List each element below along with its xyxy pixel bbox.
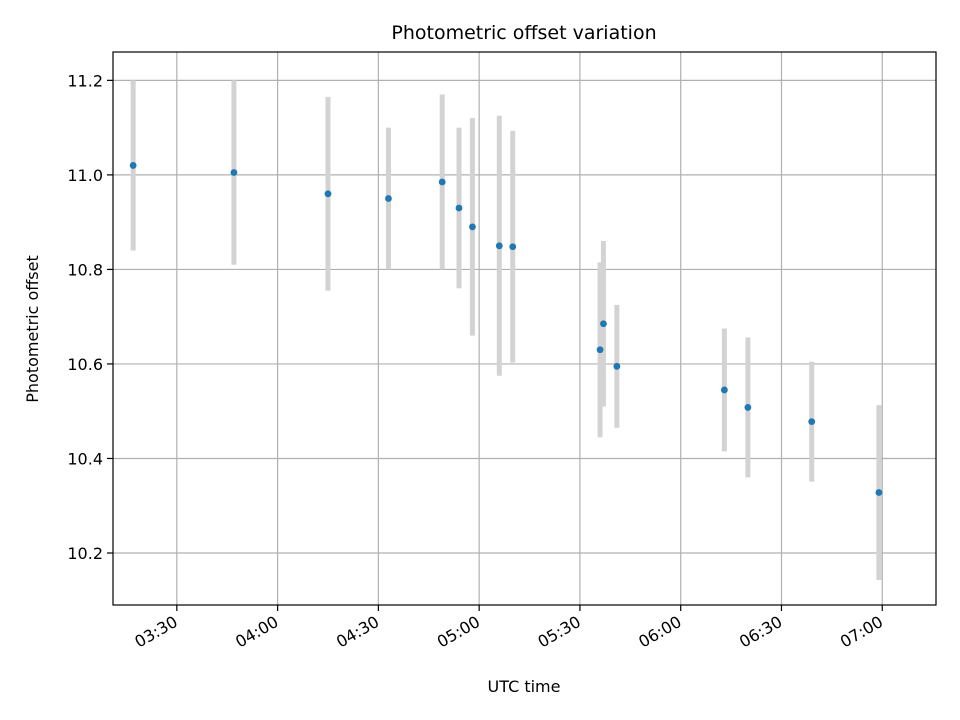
- data-point: [613, 362, 621, 370]
- x-tick-label: 03:30: [131, 612, 180, 652]
- x-tick-label: 06:30: [736, 612, 785, 652]
- y-axis-label: Photometric offset: [23, 255, 42, 403]
- chart-title: Photometric offset variation: [391, 22, 656, 44]
- data-point: [808, 418, 816, 426]
- errorbar-layer: [130, 80, 882, 580]
- point-layer: [129, 162, 883, 496]
- data-point: [720, 386, 728, 394]
- x-tick-label: 05:00: [434, 612, 483, 652]
- y-tick-label: 11.0: [67, 166, 103, 185]
- data-point: [230, 169, 238, 176]
- x-tick-label: 07:00: [837, 612, 886, 652]
- y-tick-label: 10.4: [67, 449, 103, 468]
- data-point: [875, 489, 883, 496]
- x-tick-label: 04:00: [232, 612, 281, 652]
- data-point: [596, 346, 604, 354]
- data-point: [324, 190, 332, 198]
- data-point: [495, 242, 503, 250]
- x-tick-label: 06:00: [635, 612, 684, 652]
- data-point: [438, 178, 446, 186]
- y-axis-ticks: 10.2 10.4 10.6 10.8 11.0 11.2: [67, 71, 113, 563]
- data-point: [455, 204, 463, 212]
- y-tick-label: 10.6: [67, 355, 103, 374]
- x-tick-label: 04:30: [333, 612, 382, 652]
- data-point: [509, 243, 517, 251]
- x-axis-label: UTC time: [488, 677, 561, 696]
- y-tick-label: 10.2: [67, 544, 103, 563]
- data-point: [469, 223, 476, 231]
- x-axis-ticks: 03:30 04:00 04:30 05:00 05:30 06:00 06:30 07:00: [131, 605, 886, 652]
- data-point: [385, 195, 392, 202]
- grid-layer: [113, 52, 936, 605]
- y-tick-label: 10.8: [67, 260, 103, 279]
- data-point: [744, 404, 752, 411]
- data-point: [129, 162, 137, 169]
- y-tick-label: 11.2: [67, 71, 103, 90]
- x-tick-label: 05:30: [534, 612, 583, 652]
- plot-frame: [112, 51, 937, 606]
- data-point: [600, 320, 607, 328]
